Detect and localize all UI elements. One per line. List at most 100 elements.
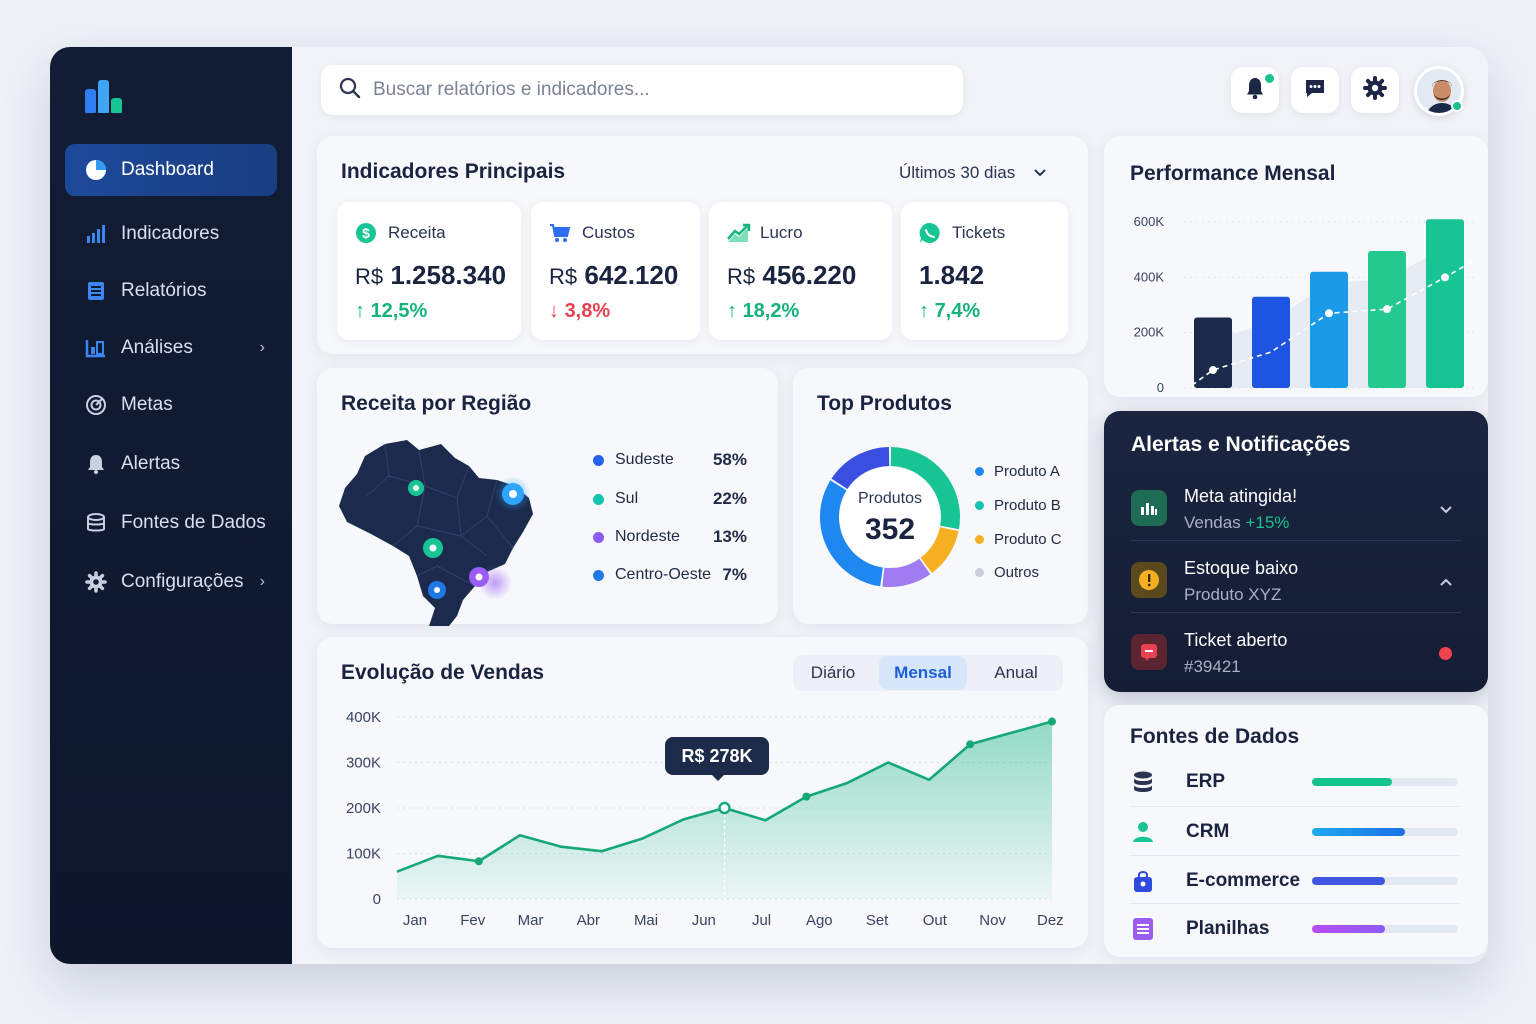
sidebar-item-fontes-de-dados[interactable]: Fontes de Dados bbox=[65, 497, 277, 549]
alert-item-goal[interactable]: Meta atingida! Vendas +15% bbox=[1131, 474, 1461, 546]
arrow-down-icon: ↓ bbox=[549, 300, 559, 322]
alerts-title: Alertas e Notificações bbox=[1131, 433, 1351, 456]
map-pin-southeast[interactable] bbox=[469, 567, 489, 587]
region-card: Receita por Região bbox=[317, 368, 778, 626]
source-crm[interactable]: CRM bbox=[1130, 808, 1460, 856]
highlight-point[interactable] bbox=[718, 801, 731, 815]
bar-mai[interactable] bbox=[1426, 219, 1464, 388]
app-logo[interactable] bbox=[85, 79, 129, 113]
kpi-change: 7,4% bbox=[934, 300, 981, 322]
chevron-down-icon[interactable] bbox=[1439, 502, 1453, 520]
data-point[interactable] bbox=[474, 857, 483, 866]
source-label: Planilhas bbox=[1186, 918, 1270, 939]
kpi-label: Custos bbox=[582, 223, 635, 242]
kpi-tickets[interactable]: Tickets 1.842 ↑ 7,4% bbox=[901, 202, 1068, 340]
map-pin-south[interactable] bbox=[428, 581, 446, 599]
kpi-label: Lucro bbox=[760, 223, 803, 242]
sidebar-item-indicadores[interactable]: Indicadores bbox=[65, 208, 277, 260]
region-name: Nordeste bbox=[615, 528, 680, 545]
kpi-receita[interactable]: $ Receita R$ 1.258.340 ↑ 12,5% bbox=[337, 202, 521, 340]
sidebar-item-label: Metas bbox=[121, 394, 173, 415]
sales-area-chart[interactable]: 0 100K 200K 300K 400K Jan Fev Mar Abr Mai Jun Jul Ag… bbox=[317, 697, 1088, 945]
brazil-map[interactable] bbox=[337, 436, 557, 626]
kpi-change: 3,8% bbox=[564, 300, 611, 322]
donut-slice-5[interactable] bbox=[831, 447, 890, 490]
bar-mar[interactable] bbox=[1310, 271, 1348, 388]
source-progress-fill bbox=[1312, 877, 1385, 885]
x-tick-label: Nov bbox=[979, 912, 1006, 929]
sidebar-item-alertas[interactable]: Alertas bbox=[65, 438, 277, 490]
tab-anual[interactable]: Anual bbox=[994, 663, 1038, 682]
bell-icon bbox=[85, 453, 107, 475]
bar-jan[interactable] bbox=[1194, 317, 1232, 388]
performance-bar-chart[interactable]: 0200K400K600KJanFevMarAbrMai bbox=[1104, 198, 1488, 393]
kpi-value: 456.220 bbox=[762, 260, 857, 290]
database-icon bbox=[1130, 769, 1156, 795]
app-window: Dashboard Indicadores Relatórios bbox=[50, 47, 1488, 964]
bar-abr[interactable] bbox=[1368, 251, 1406, 388]
data-point[interactable] bbox=[966, 740, 975, 749]
donut-slice-3[interactable] bbox=[882, 558, 931, 587]
legend-dot bbox=[975, 535, 984, 544]
chevron-up-icon[interactable] bbox=[1439, 574, 1453, 592]
notifications-button[interactable] bbox=[1231, 67, 1279, 113]
donut-slice-4[interactable] bbox=[820, 480, 883, 587]
settings-button[interactable] bbox=[1351, 67, 1399, 113]
donut-slice-1[interactable] bbox=[890, 447, 960, 530]
legend-dot bbox=[593, 569, 604, 581]
warning-icon bbox=[1131, 562, 1167, 598]
alert-item-stock[interactable]: Estoque baixo Produto XYZ bbox=[1131, 546, 1461, 618]
alerts-card: Alertas e Notificações Meta atingida! Ve… bbox=[1104, 411, 1488, 692]
period-select[interactable]: Últimos 30 dias bbox=[899, 163, 1047, 183]
avatar[interactable] bbox=[1414, 66, 1464, 116]
tab-diario[interactable]: Diário bbox=[810, 663, 856, 682]
sales-title: Evolução de Vendas bbox=[341, 661, 545, 684]
kpi-currency: R$ bbox=[549, 264, 578, 289]
alert-title: Meta atingida! bbox=[1184, 486, 1298, 506]
y-tick-label: 600K bbox=[1134, 214, 1165, 229]
source-planilhas[interactable]: Planilhas bbox=[1130, 905, 1460, 953]
map-pin-center[interactable] bbox=[423, 538, 443, 558]
x-tick-label: Ago bbox=[806, 912, 833, 929]
trend-point bbox=[1383, 305, 1391, 314]
product-legend-item: Outros bbox=[975, 564, 1039, 581]
source-erp[interactable]: ERP bbox=[1130, 758, 1460, 806]
region-row: Sudeste 58% bbox=[593, 450, 753, 469]
data-point[interactable] bbox=[1048, 717, 1056, 726]
sidebar-item-dashboard[interactable]: Dashboard bbox=[65, 144, 277, 196]
arrow-up-icon: ↑ bbox=[727, 300, 737, 322]
region-pct: 58% bbox=[712, 450, 747, 469]
products-donut-chart[interactable] bbox=[809, 436, 971, 598]
alert-title: Ticket aberto bbox=[1184, 630, 1288, 650]
legend-dot bbox=[593, 454, 604, 466]
tab-mensal[interactable]: Mensal bbox=[879, 656, 967, 690]
search-input[interactable] bbox=[373, 79, 933, 101]
map-pin-north[interactable] bbox=[408, 480, 424, 496]
kpi-lucro[interactable]: Lucro R$ 456.220 ↑ 18,2% bbox=[709, 202, 892, 340]
bar-fev[interactable] bbox=[1252, 296, 1290, 388]
sidebar-item-metas[interactable]: Metas bbox=[65, 379, 277, 431]
sidebar-item-configuracoes[interactable]: Configurações › bbox=[65, 556, 277, 608]
search-icon bbox=[339, 77, 361, 104]
kpi-custos[interactable]: Custos R$ 642.120 ↓ 3,8% bbox=[531, 202, 700, 340]
y-tick-label: 100K bbox=[346, 846, 381, 863]
online-status-dot bbox=[1451, 100, 1463, 112]
sidebar-item-analises[interactable]: Análises › bbox=[65, 322, 277, 374]
products-title: Top Produtos bbox=[817, 392, 952, 415]
cart-icon bbox=[549, 222, 571, 244]
search-bar[interactable] bbox=[321, 65, 963, 115]
messages-button[interactable] bbox=[1291, 67, 1339, 113]
arrow-up-icon: ↑ bbox=[919, 300, 929, 322]
sidebar-item-relatorios[interactable]: Relatórios bbox=[65, 265, 277, 317]
source-ecommerce[interactable]: E-commerce bbox=[1130, 857, 1460, 905]
region-pct: 7% bbox=[722, 565, 747, 584]
donut-slice-2[interactable] bbox=[920, 527, 959, 574]
product-legend-item: Produto A bbox=[975, 463, 1060, 480]
alert-item-ticket[interactable]: Ticket aberto #39421 bbox=[1131, 618, 1461, 690]
map-pin-northeast[interactable] bbox=[502, 483, 524, 505]
kpi-label: Tickets bbox=[952, 223, 1006, 242]
divider bbox=[1130, 806, 1460, 807]
data-point[interactable] bbox=[802, 792, 811, 801]
sidebar-item-label: Fontes de Dados bbox=[121, 512, 266, 533]
period-tabs: Diário Mensal Anual bbox=[793, 655, 1063, 691]
